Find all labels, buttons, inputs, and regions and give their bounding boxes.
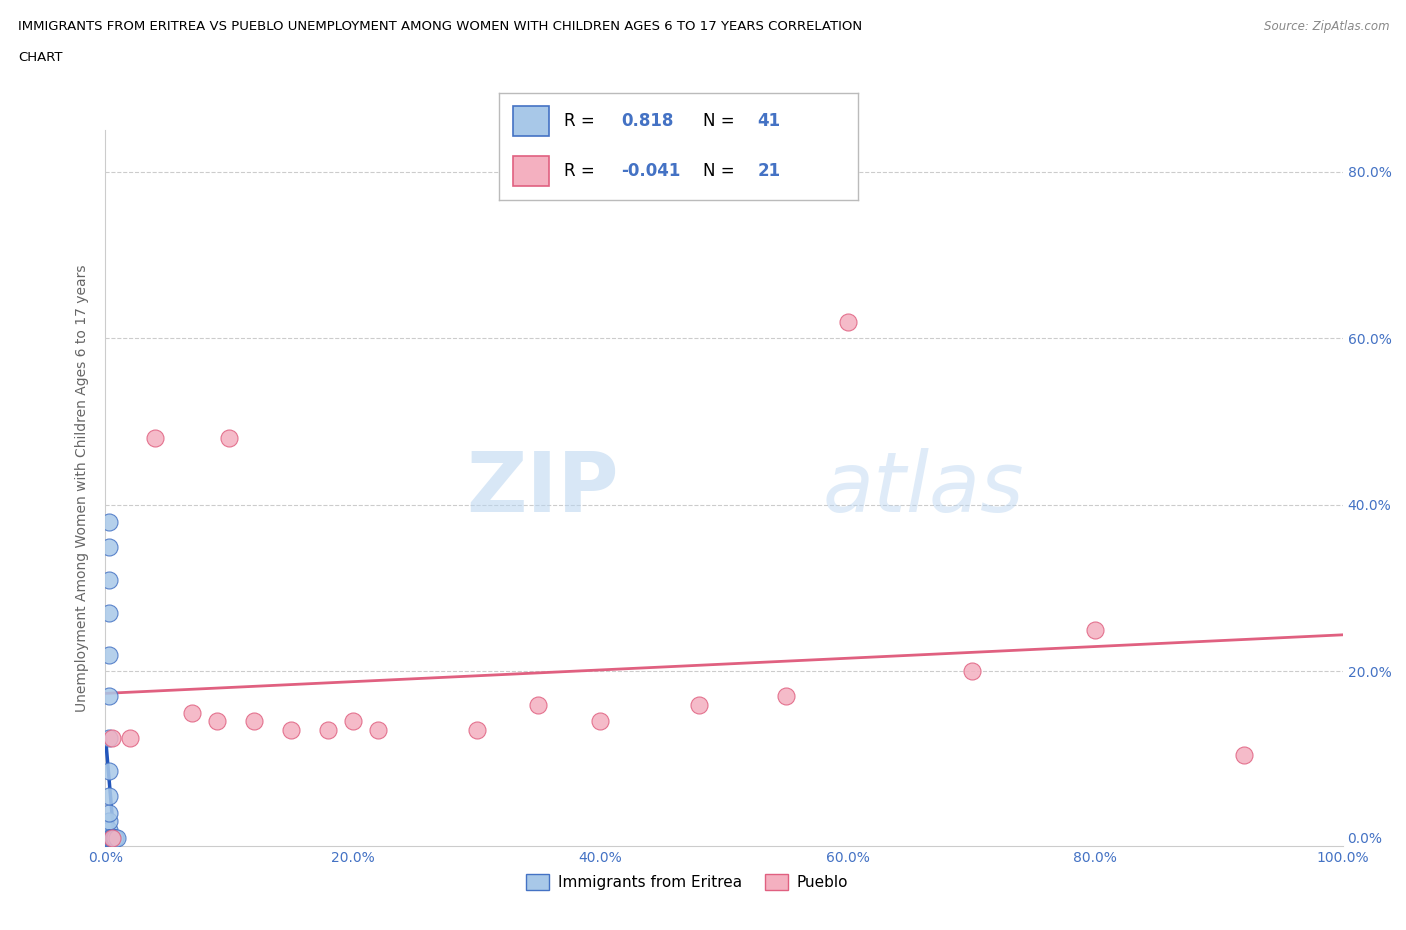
Point xyxy=(1084,622,1107,637)
Point xyxy=(100,830,122,845)
Point xyxy=(316,723,339,737)
Point xyxy=(98,689,121,704)
Point xyxy=(101,830,124,845)
Point xyxy=(103,830,125,845)
Point xyxy=(100,830,122,845)
Point xyxy=(100,830,122,845)
Point xyxy=(688,698,710,712)
Point xyxy=(100,830,122,845)
Point xyxy=(100,830,122,845)
Point xyxy=(98,814,121,829)
Text: R =: R = xyxy=(564,162,600,180)
Point xyxy=(98,731,121,746)
Point xyxy=(98,539,121,554)
Text: N =: N = xyxy=(703,162,741,180)
Point xyxy=(100,830,122,845)
Point xyxy=(1233,748,1256,763)
Point xyxy=(205,714,228,729)
Point xyxy=(100,830,122,845)
Point xyxy=(100,830,122,845)
Point xyxy=(98,830,121,845)
Point xyxy=(97,830,120,845)
Point xyxy=(98,830,121,845)
Point xyxy=(103,830,125,845)
Point xyxy=(105,830,128,845)
Point xyxy=(98,830,121,845)
Y-axis label: Unemployment Among Women with Children Ages 6 to 17 years: Unemployment Among Women with Children A… xyxy=(76,264,90,712)
FancyBboxPatch shape xyxy=(513,156,550,186)
Point xyxy=(465,723,488,737)
Point xyxy=(98,830,121,845)
Text: 41: 41 xyxy=(758,112,780,130)
Text: -0.041: -0.041 xyxy=(621,162,681,180)
Point xyxy=(120,731,142,746)
Point xyxy=(98,830,121,845)
Point xyxy=(367,723,389,737)
Point xyxy=(98,830,121,845)
Point xyxy=(98,605,121,620)
Text: atlas: atlas xyxy=(823,447,1025,529)
Point xyxy=(100,830,122,845)
Point xyxy=(100,731,122,746)
Text: 21: 21 xyxy=(758,162,780,180)
Point xyxy=(98,572,121,587)
Text: Source: ZipAtlas.com: Source: ZipAtlas.com xyxy=(1264,20,1389,33)
Point xyxy=(98,822,121,837)
Point xyxy=(98,647,121,662)
Text: ZIP: ZIP xyxy=(467,447,619,529)
Point xyxy=(218,431,240,445)
Legend: Immigrants from Eritrea, Pueblo: Immigrants from Eritrea, Pueblo xyxy=(516,865,858,899)
Point xyxy=(589,714,612,729)
Text: 0.818: 0.818 xyxy=(621,112,673,130)
Point xyxy=(101,830,124,845)
Point xyxy=(104,830,127,845)
FancyBboxPatch shape xyxy=(513,106,550,136)
Text: CHART: CHART xyxy=(18,51,63,64)
Text: N =: N = xyxy=(703,112,741,130)
Point xyxy=(98,514,121,529)
Point xyxy=(960,664,983,679)
Point xyxy=(98,764,121,778)
Point xyxy=(98,830,121,845)
Point xyxy=(342,714,364,729)
Text: R =: R = xyxy=(564,112,600,130)
Point xyxy=(527,698,550,712)
Point xyxy=(143,431,166,445)
Point xyxy=(775,689,797,704)
Point xyxy=(98,830,121,845)
Point xyxy=(181,706,204,721)
Point xyxy=(98,789,121,804)
Point xyxy=(280,723,302,737)
Point xyxy=(243,714,266,729)
Point xyxy=(104,830,127,845)
Point xyxy=(97,830,120,845)
Point xyxy=(98,805,121,820)
Point xyxy=(103,830,125,845)
Point xyxy=(837,314,859,329)
Point xyxy=(100,830,122,845)
Point xyxy=(101,830,124,845)
Text: IMMIGRANTS FROM ERITREA VS PUEBLO UNEMPLOYMENT AMONG WOMEN WITH CHILDREN AGES 6 : IMMIGRANTS FROM ERITREA VS PUEBLO UNEMPL… xyxy=(18,20,862,33)
Point xyxy=(97,830,120,845)
